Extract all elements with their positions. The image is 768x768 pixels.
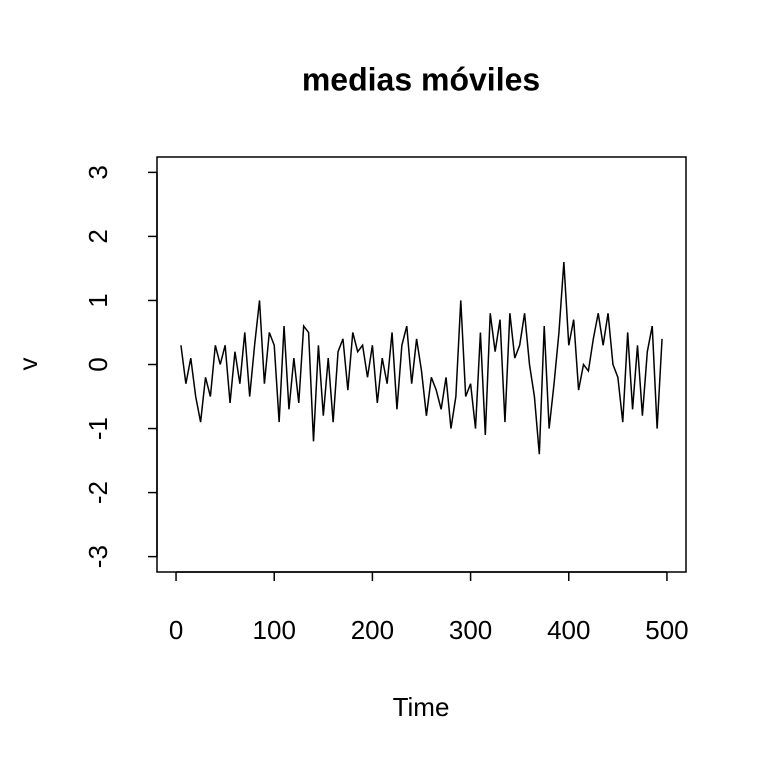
y-tick-label: -2 <box>83 481 113 504</box>
y-tick-label: 3 <box>83 165 113 179</box>
y-tick-label: 1 <box>83 293 113 307</box>
chart-title: medias móviles <box>302 61 540 97</box>
x-tick-label: 100 <box>253 615 296 645</box>
x-tick-label: 200 <box>351 615 394 645</box>
x-axis-label: Time <box>393 692 450 722</box>
y-tick-label: -1 <box>83 417 113 440</box>
y-tick-label: 0 <box>83 357 113 371</box>
x-tick-label: 500 <box>645 615 688 645</box>
x-tick-label: 0 <box>169 615 183 645</box>
x-tick-label: 300 <box>449 615 492 645</box>
y-tick-label: -3 <box>83 545 113 568</box>
y-tick-label: 2 <box>83 229 113 243</box>
x-tick-label: 400 <box>547 615 590 645</box>
series-line <box>180 261 663 455</box>
y-axis-label: v <box>13 358 43 371</box>
